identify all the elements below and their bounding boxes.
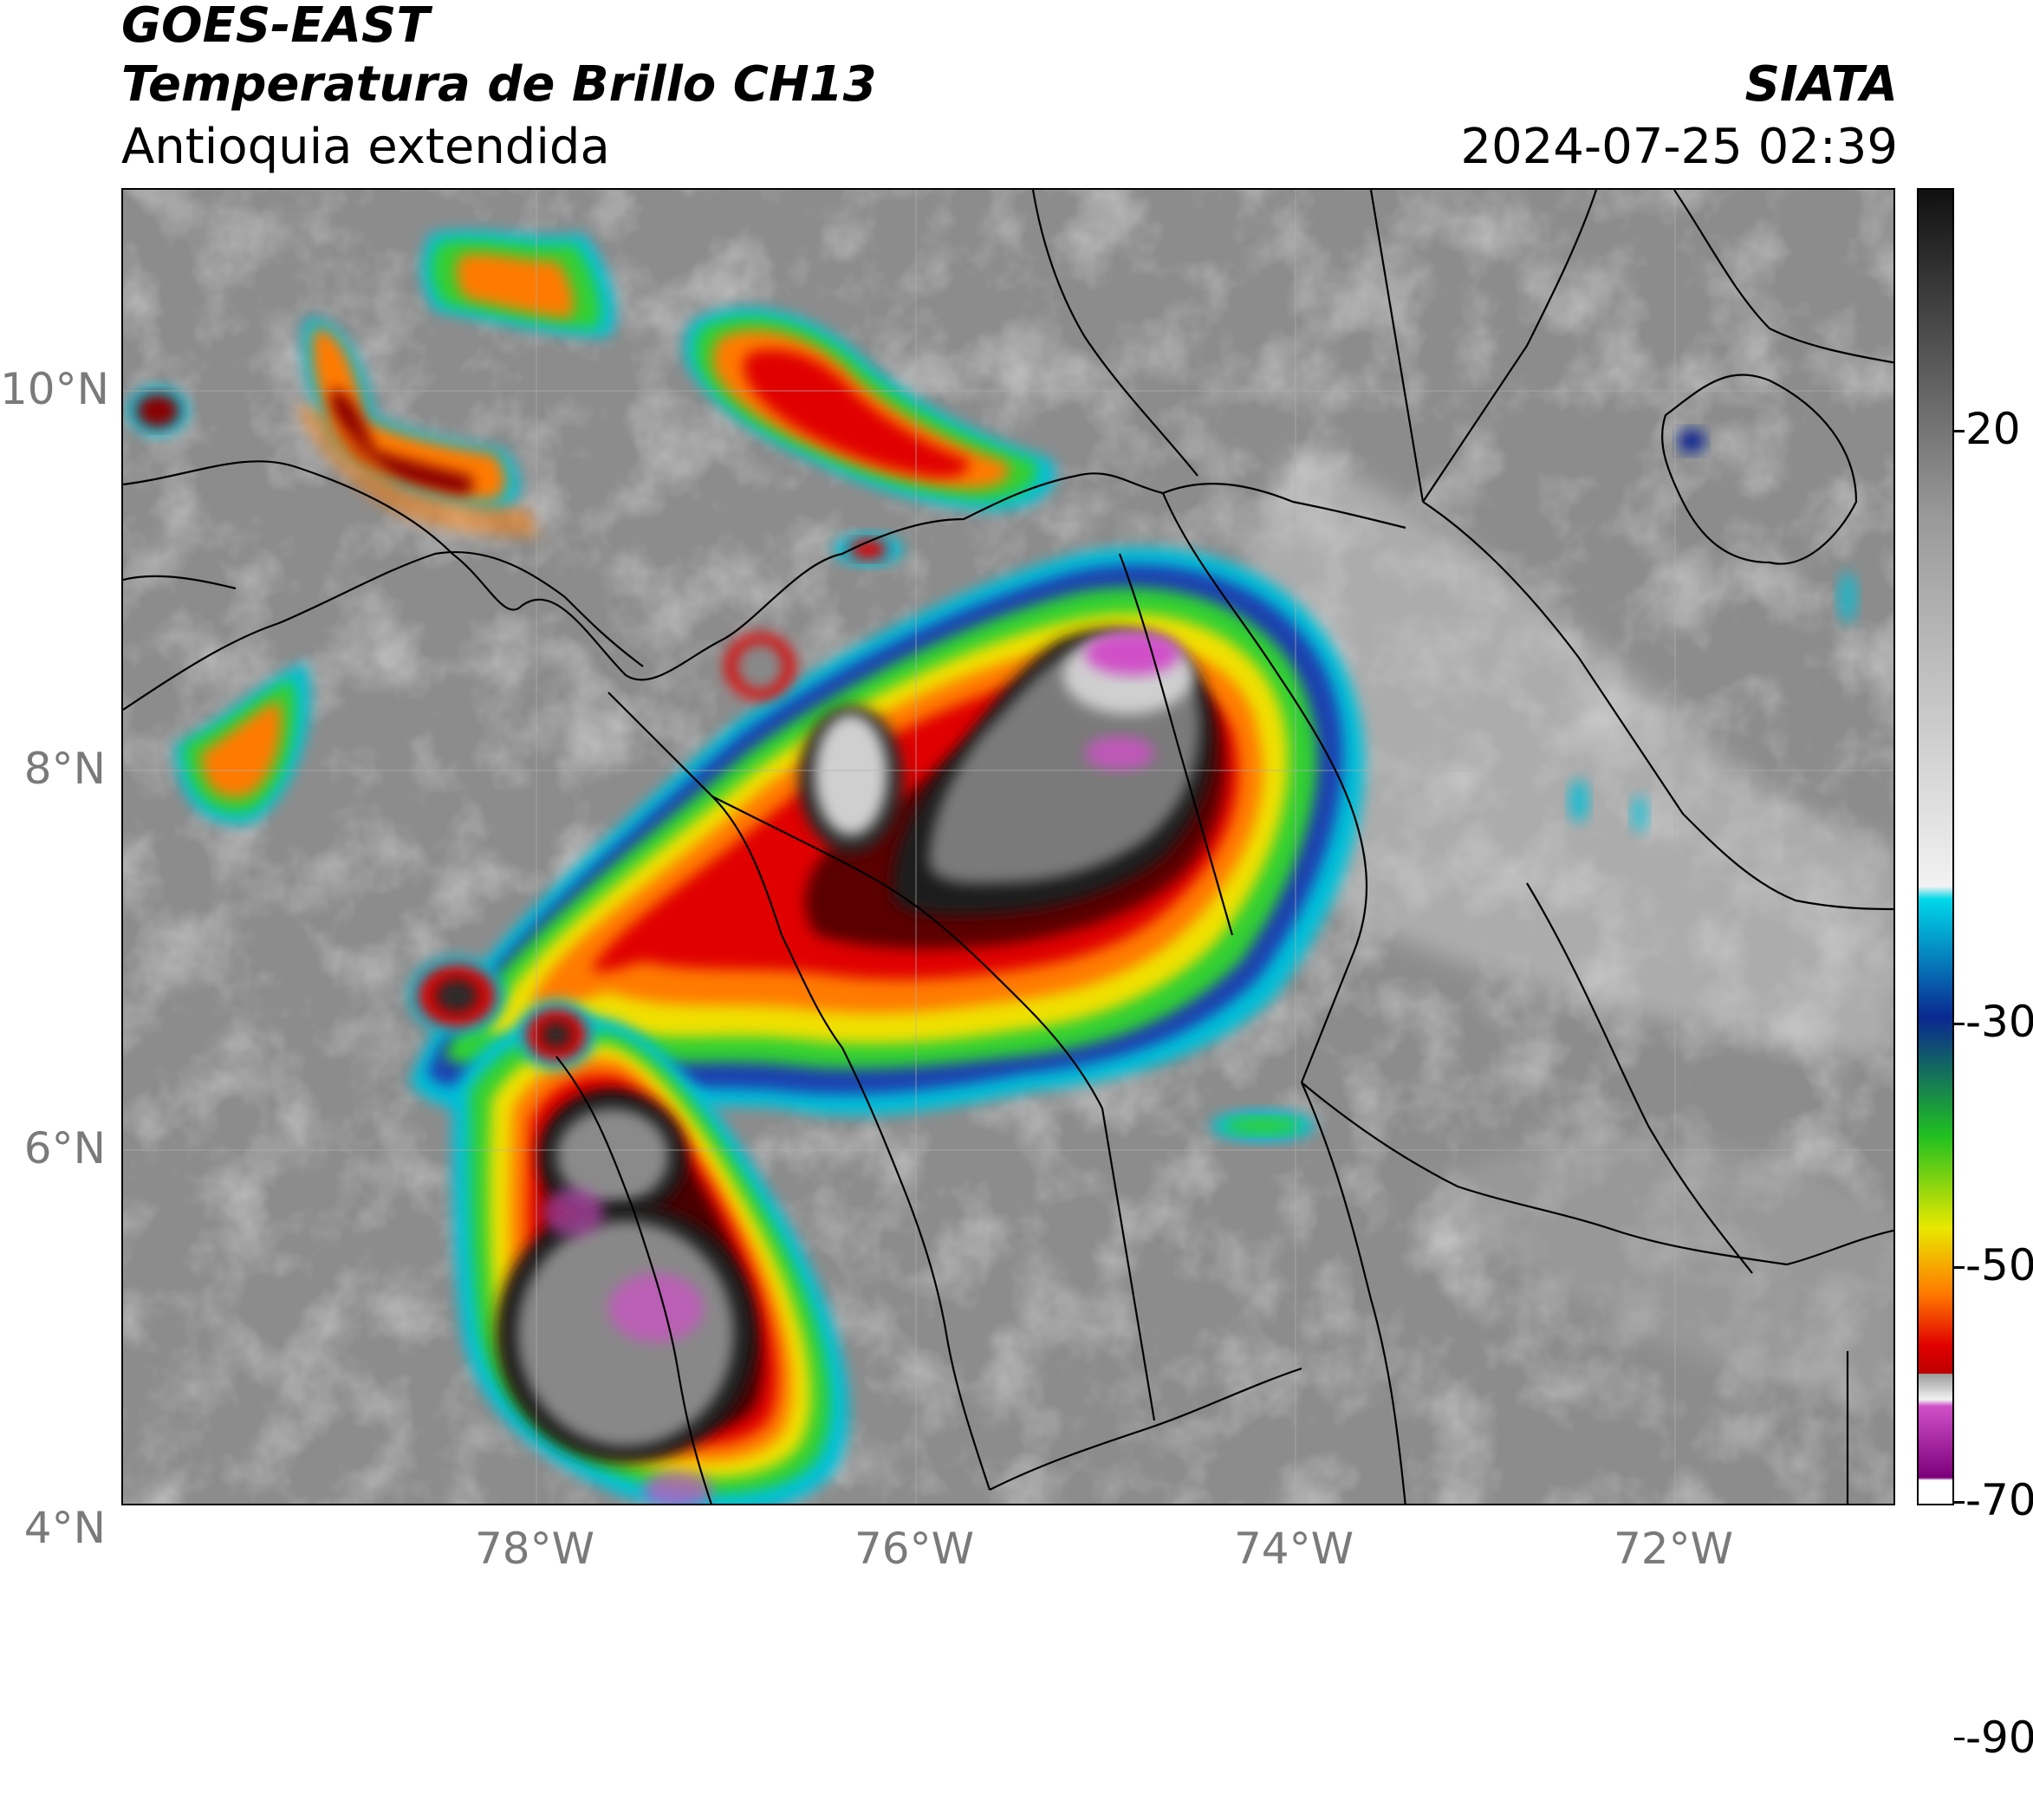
- lon-label-76w: 76°W: [854, 1524, 975, 1574]
- colorbar-tick-m70: [1954, 1501, 1965, 1504]
- satellite-map[interactable]: [121, 188, 1895, 1505]
- light-cloud-band: [1202, 450, 1893, 1056]
- colorbar-label-m30: -30: [1965, 997, 2033, 1047]
- map-canvas: [123, 190, 1893, 1504]
- colorbar-tick-m30: [1954, 1023, 1965, 1025]
- storm-antioquia: [409, 547, 1365, 1116]
- colorbar-label-m90: -90: [1965, 1713, 2033, 1763]
- agency-label: SIATA: [1744, 56, 1898, 113]
- colorbar-label-20: 20: [1965, 404, 2021, 454]
- colorbar: [1917, 188, 1954, 1505]
- title-region: Antioquia extendida: [121, 119, 610, 175]
- colorbar-tick-m50: [1954, 1266, 1965, 1269]
- lon-label-78w: 78°W: [474, 1524, 595, 1574]
- borders: [123, 190, 1893, 1504]
- colorbar-label-m70: -70: [1965, 1475, 2033, 1525]
- title-satellite: GOES-EAST: [121, 0, 430, 54]
- colorbar-cold-segment: [1919, 1374, 1952, 1504]
- lon-label-72w: 72°W: [1613, 1524, 1734, 1574]
- lat-label-8n: 8°N: [23, 744, 106, 794]
- lon-label-74w: 74°W: [1233, 1524, 1354, 1574]
- colorbar-label-m50: -50: [1965, 1240, 2033, 1290]
- light-cloud-east: [1423, 1138, 1893, 1403]
- lat-label-6n: 6°N: [23, 1123, 106, 1173]
- graticule: [123, 190, 1893, 1504]
- colorbar-tick-20: [1954, 430, 1965, 432]
- storm-small-cells: [127, 231, 1858, 1141]
- timestamp: 2024-07-25 02:39: [1460, 119, 1898, 175]
- lat-label-10n: 10°N: [0, 364, 110, 414]
- lat-label-4n: 4°N: [23, 1503, 106, 1553]
- title-product: Temperatura de Brillo CH13: [121, 56, 877, 113]
- colorbar-tick-m90: [1954, 1738, 1965, 1740]
